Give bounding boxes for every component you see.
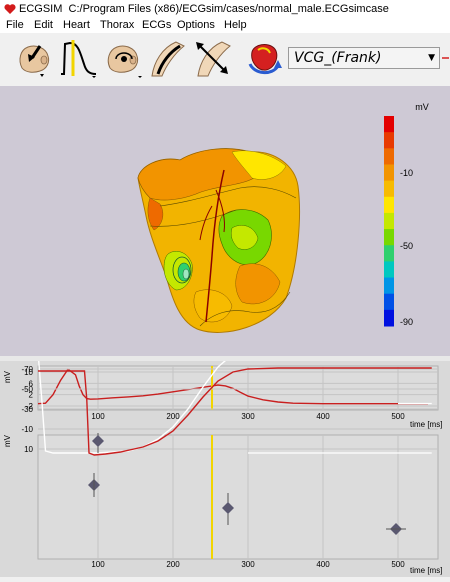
bottom-xtick-label: 100	[91, 560, 105, 569]
heart-rotate-icon	[248, 44, 282, 74]
heart-3d-view[interactable]: mV -10 -50 -90	[0, 86, 450, 356]
top-plot-ylabel: mV	[3, 370, 12, 383]
head-rotate-button[interactable]	[104, 38, 144, 78]
menu-heart[interactable]: Heart	[63, 19, 90, 31]
bottom-ytick-label: -50	[21, 385, 33, 394]
top-ytick-label: 10	[24, 368, 33, 377]
top-xtick-label: 300	[241, 412, 255, 421]
bottom-plot-ylabel: mV	[3, 434, 12, 447]
bottom-ytick-label: -70	[21, 365, 33, 374]
menu-thorax[interactable]: Thorax	[100, 19, 135, 31]
top-xtick-label: 400	[316, 412, 330, 421]
menu-ecgs[interactable]: ECGs	[142, 19, 172, 31]
menu-edit[interactable]: Edit	[34, 19, 53, 31]
head-rotate-icon	[107, 45, 142, 78]
bottom-plot-area[interactable]	[37, 434, 439, 560]
signal-plots: mV 10 6 2 -2 100 200 300 400 500 time [ms] mV 1…	[0, 345, 450, 577]
bottom-xtick-label: 400	[316, 560, 330, 569]
heart-model	[137, 148, 300, 333]
torso-arrows-icon	[196, 41, 231, 77]
colorbar-swatch	[384, 196, 394, 214]
top-ytick-label: -2	[26, 402, 34, 411]
top-xtick-label: 100	[91, 412, 105, 421]
bottom-xtick-label: 300	[241, 560, 255, 569]
menu-options[interactable]: Options	[177, 19, 215, 31]
bottom-xtick-label: 500	[391, 560, 405, 569]
colorbar-tick: -10	[400, 168, 413, 178]
colorbar-tick: -90	[400, 317, 413, 327]
colorbar-tick: -50	[400, 241, 413, 251]
heart-rotate-button[interactable]	[244, 38, 284, 78]
menu-help[interactable]: Help	[224, 19, 247, 31]
action-potential-button[interactable]	[58, 38, 98, 78]
bottom-ytick-label: 10	[24, 445, 33, 454]
bottom-plot-xlabel: time [ms]	[410, 566, 442, 575]
colorbar-unit: mV	[415, 102, 429, 112]
upstroke-handle[interactable]	[92, 433, 104, 453]
top-plot-area[interactable]	[37, 365, 439, 411]
coronary-vessel	[205, 169, 225, 323]
plateau-handle[interactable]	[88, 473, 100, 497]
top-plot-xlabel: time [ms]	[410, 420, 442, 429]
top-red-series	[37, 368, 428, 405]
colorbar-swatch	[384, 164, 394, 182]
menu-bar: File Edit Heart Thorax ECGs Options Help	[0, 18, 450, 33]
colorbar-swatch	[384, 132, 394, 149]
head-pointer-icon	[19, 45, 50, 77]
colorbar-swatch	[384, 261, 394, 279]
torso-arrows-button[interactable]	[192, 38, 232, 78]
top-ytick-label: 6	[29, 379, 34, 388]
rest-level-handle[interactable]	[386, 523, 406, 535]
colorbar-swatch	[384, 277, 394, 295]
bottom-red-series	[38, 367, 432, 456]
title-bar: ECGSIM C:/Program Files (x86)/ECGsim/cas…	[0, 0, 450, 18]
action-potential-icon	[61, 40, 97, 78]
top-xtick-label: 200	[166, 412, 180, 421]
head-pointer-button[interactable]	[14, 38, 54, 78]
splitter[interactable]	[0, 356, 450, 361]
lead-select-value: VCG_(Frank)	[294, 50, 382, 66]
repolarization-handle[interactable]	[222, 493, 234, 525]
window-title: ECGSIM C:/Program Files (x86)/ECGsim/cas…	[19, 3, 389, 15]
colorbar-swatch	[384, 148, 394, 165]
colorbar: mV -10 -50 -90	[384, 102, 429, 327]
bottom-ytick-label: -30	[21, 405, 33, 414]
plot-canvas: mV 10 6 2 -2 100 200 300 400 500 time [ms] mV 1…	[3, 345, 442, 575]
colorbar-swatch	[384, 293, 394, 311]
torso-arm-icon	[151, 41, 185, 77]
bottom-ytick-label: -10	[21, 425, 33, 434]
colorbar-swatch	[384, 116, 394, 133]
red-arrow-icon	[442, 57, 449, 59]
file-path: C:/Program Files (x86)/ECGsim/cases/norm…	[68, 3, 389, 15]
heart-logo-icon	[4, 4, 16, 14]
menu-file[interactable]: File	[6, 19, 24, 31]
colorbar-swatch	[384, 212, 394, 230]
colorbar-swatch	[384, 229, 394, 246]
chevron-down-icon: ▼	[428, 53, 435, 63]
colorbar-swatch	[384, 180, 394, 198]
top-ytick-label: 2	[29, 391, 34, 400]
bottom-xtick-label: 200	[166, 560, 180, 569]
colorbar-swatch	[384, 245, 394, 262]
lead-select-dropdown[interactable]: VCG_(Frank) ▼	[288, 47, 440, 69]
top-xtick-label: 500	[391, 412, 405, 421]
torso-arm-button[interactable]	[148, 38, 188, 78]
colorbar-swatch	[384, 309, 394, 327]
